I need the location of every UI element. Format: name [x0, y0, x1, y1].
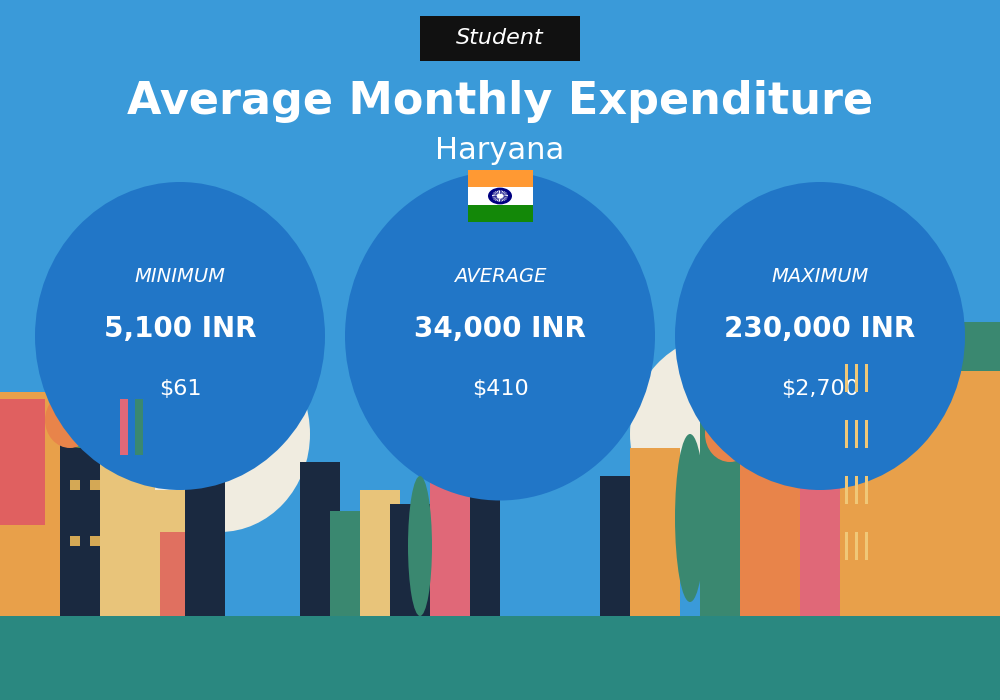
Bar [60, 371, 110, 616]
Bar [100, 462, 155, 616]
Bar [70, 480, 80, 490]
Bar [120, 399, 128, 455]
Bar [700, 420, 740, 616]
Bar [468, 170, 532, 187]
Bar [600, 476, 640, 616]
Bar [865, 532, 868, 560]
Polygon shape [185, 434, 225, 476]
Ellipse shape [130, 336, 310, 532]
Bar [845, 532, 848, 560]
Bar [0, 616, 1000, 700]
Bar [800, 350, 840, 616]
Ellipse shape [675, 434, 705, 602]
Bar [145, 490, 195, 616]
Bar [90, 480, 100, 490]
Bar [840, 301, 920, 616]
Text: $410: $410 [472, 379, 528, 398]
Bar [468, 204, 532, 223]
Bar [845, 476, 848, 504]
Bar [920, 322, 1000, 616]
Text: Student: Student [456, 29, 544, 48]
Bar [845, 364, 848, 392]
Ellipse shape [408, 476, 432, 616]
Bar [865, 364, 868, 392]
Ellipse shape [55, 364, 105, 448]
Ellipse shape [115, 420, 165, 476]
Bar [855, 364, 858, 392]
Bar [865, 420, 868, 448]
Text: Haryana: Haryana [435, 136, 565, 165]
Bar [865, 476, 868, 504]
Ellipse shape [45, 392, 95, 448]
Ellipse shape [630, 336, 810, 532]
Bar [70, 536, 80, 546]
Text: Average Monthly Expenditure: Average Monthly Expenditure [127, 80, 873, 123]
Text: MINIMUM: MINIMUM [134, 267, 226, 286]
Bar [855, 476, 858, 504]
Text: $61: $61 [159, 379, 201, 398]
Bar [855, 532, 858, 560]
Bar [740, 371, 800, 616]
Bar [185, 476, 225, 616]
Ellipse shape [35, 182, 325, 490]
Bar [0, 399, 45, 525]
Bar [630, 448, 680, 616]
Circle shape [488, 188, 512, 204]
Bar [920, 371, 1000, 616]
Text: MAXIMUM: MAXIMUM [771, 267, 869, 286]
Bar [330, 511, 370, 616]
Text: 5,100 INR: 5,100 INR [104, 315, 256, 343]
Bar [160, 532, 200, 616]
Bar [430, 441, 470, 616]
Bar [0, 392, 70, 616]
Bar [855, 420, 858, 448]
Bar [90, 536, 100, 546]
Ellipse shape [675, 182, 965, 490]
Bar [300, 462, 340, 616]
Bar [468, 187, 532, 204]
Text: $2,700: $2,700 [781, 379, 859, 398]
Bar [360, 490, 400, 616]
Bar [470, 476, 500, 616]
FancyBboxPatch shape [420, 15, 580, 62]
Ellipse shape [345, 172, 655, 500]
Bar [135, 399, 143, 455]
Text: 34,000 INR: 34,000 INR [414, 315, 586, 343]
Bar [390, 504, 430, 616]
Circle shape [492, 190, 508, 202]
Text: 230,000 INR: 230,000 INR [724, 315, 916, 343]
Text: AVERAGE: AVERAGE [454, 267, 546, 286]
Ellipse shape [705, 406, 755, 462]
Bar [845, 420, 848, 448]
